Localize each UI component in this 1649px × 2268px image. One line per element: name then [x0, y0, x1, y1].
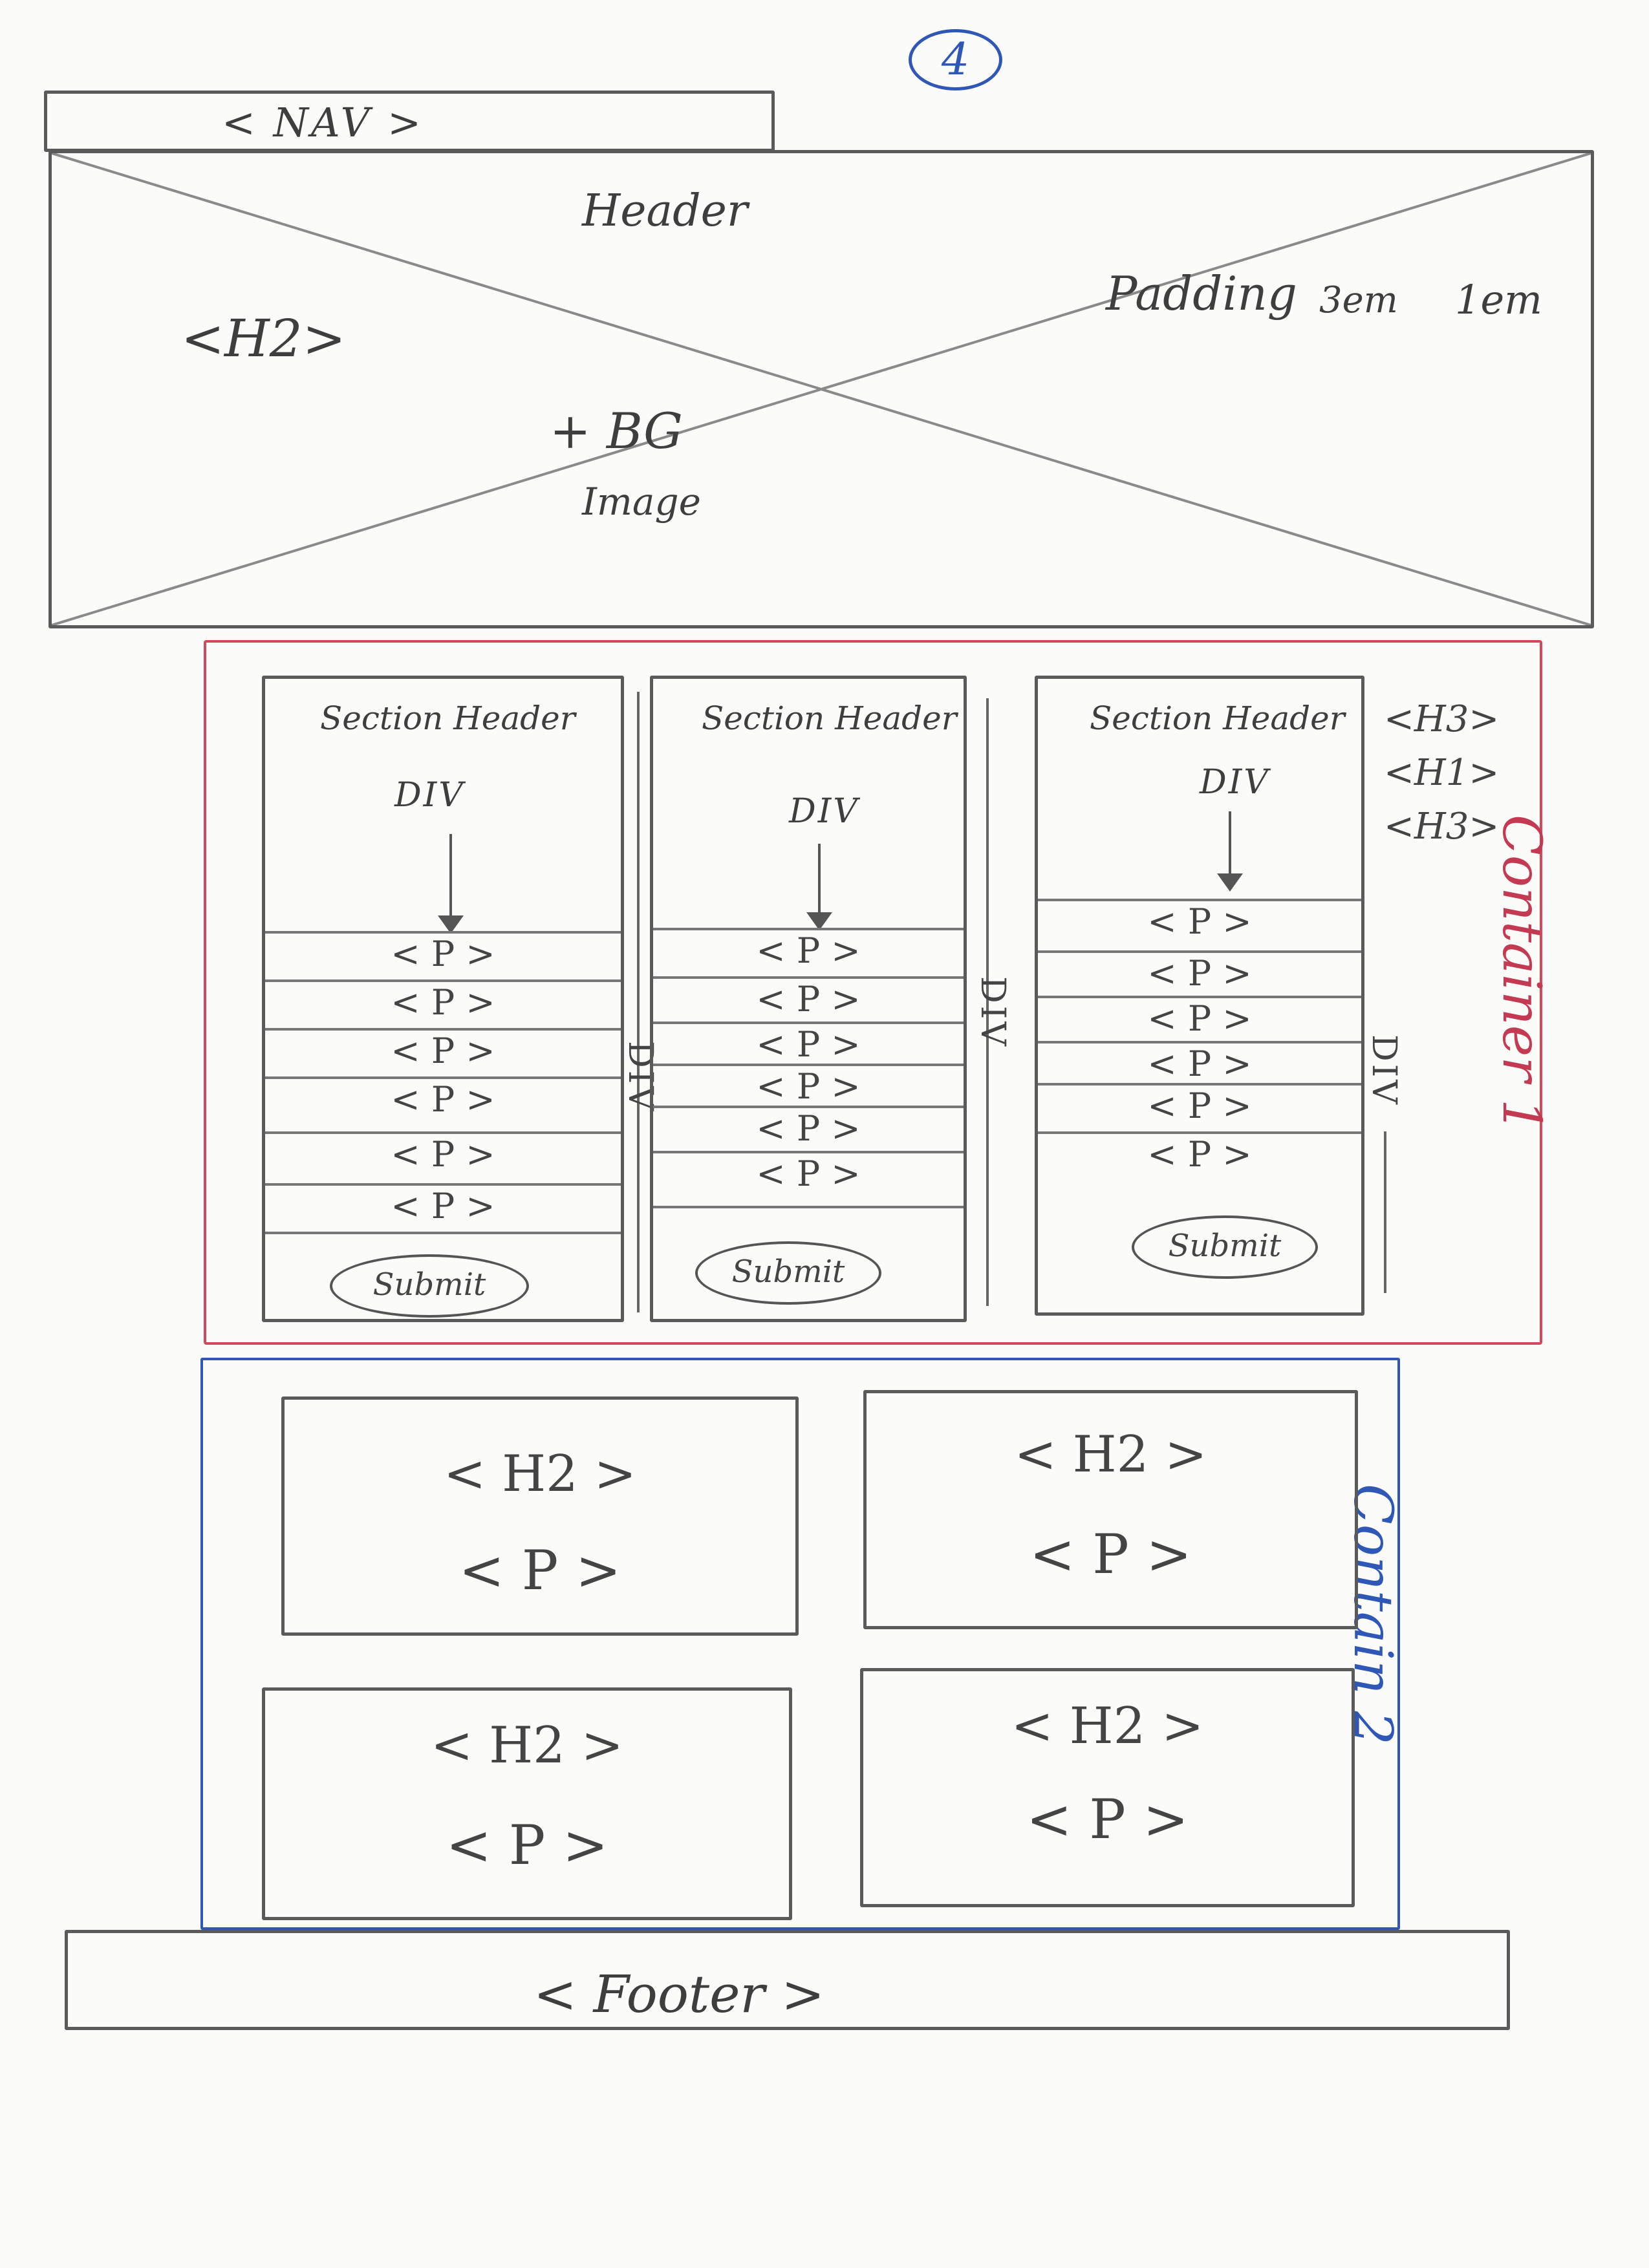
- paragraph-row: < P >: [265, 1076, 621, 1120]
- div-label: DIV: [394, 776, 465, 815]
- content-card: < H2 > < P >: [860, 1668, 1355, 1907]
- padding-label: Padding: [1106, 266, 1297, 321]
- heading-tag-list: <H3> <H1> <H3>: [1384, 698, 1499, 859]
- paragraph-row: [265, 1232, 621, 1234]
- paragraph-row: [653, 1206, 964, 1208]
- section-column-3: Section Header DIV < P > < P > < P > < P…: [1035, 676, 1364, 1316]
- card-p-tag: < P >: [446, 1813, 609, 1877]
- paragraph-tag: < P >: [1147, 901, 1252, 942]
- card-h2-tag: < H2 >: [444, 1445, 636, 1503]
- padding-value-2: 1em: [1455, 276, 1542, 323]
- paragraph-tag: < P >: [1147, 1086, 1252, 1126]
- padding-value-1: 3em: [1319, 279, 1398, 321]
- section-header-label: Section Header: [1090, 700, 1345, 737]
- paragraph-row: < P >: [1038, 1131, 1361, 1175]
- header-h2-tag: <H2>: [181, 308, 346, 369]
- submit-button[interactable]: Submit: [695, 1241, 881, 1305]
- div-extent-line: [1384, 1131, 1386, 1293]
- submit-button[interactable]: Submit: [1132, 1215, 1318, 1279]
- paragraph-row: < P >: [653, 1064, 964, 1107]
- card-h2-tag: < H2 >: [1011, 1697, 1204, 1755]
- card-p-tag: < P >: [458, 1539, 621, 1602]
- image-placeholder-cross: [52, 153, 1591, 625]
- paragraph-row: < P >: [653, 1106, 964, 1149]
- paragraph-tag: < P >: [391, 934, 495, 974]
- paragraph-row: < P >: [1038, 950, 1361, 994]
- paragraph-tag: < P >: [391, 1186, 495, 1226]
- footer-label: < Footer >: [534, 1964, 825, 2024]
- down-arrow-icon: [1217, 811, 1243, 892]
- content-card: < H2 > < P >: [262, 1687, 792, 1920]
- div-side-label: DIV: [1364, 1034, 1403, 1107]
- paragraph-row: < P >: [265, 1183, 621, 1226]
- paragraph-row: < P >: [265, 1028, 621, 1071]
- heading-tag: <H3>: [1384, 698, 1500, 740]
- image-label: Image: [582, 480, 701, 524]
- paragraph-row: < P >: [1038, 899, 1361, 942]
- paragraph-row: < P >: [653, 928, 964, 971]
- paragraph-row: < P >: [265, 1131, 621, 1175]
- paragraph-tag: < P >: [1147, 953, 1252, 994]
- paragraph-row: < P >: [265, 931, 621, 974]
- paragraph-tag: < P >: [1147, 1134, 1252, 1175]
- header-box: Header <H2> Padding 3em 1em + BG Image: [48, 150, 1594, 628]
- paragraph-row: < P >: [265, 979, 621, 1023]
- nav-label: < NAV >: [222, 99, 424, 146]
- header-title: Header: [582, 186, 748, 237]
- container-1-label: Container 1: [1491, 815, 1552, 1133]
- content-card: < H2 > < P >: [281, 1396, 799, 1636]
- paragraph-row: < P >: [1038, 1083, 1361, 1126]
- card-h2-tag: < H2 >: [1014, 1426, 1207, 1484]
- paragraph-tag: < P >: [1147, 998, 1252, 1039]
- paragraph-row: < P >: [1038, 996, 1361, 1039]
- paragraph-tag: < P >: [391, 1079, 495, 1120]
- div-extent-line: [986, 698, 989, 1306]
- paragraph-tag: < P >: [391, 982, 495, 1023]
- div-label: DIV: [789, 792, 859, 831]
- paragraph-tag: < P >: [756, 1108, 861, 1149]
- section-column-1: Section Header DIV < P > < P > < P > < P…: [262, 676, 624, 1322]
- paragraph-tag: < P >: [756, 1066, 861, 1107]
- paragraph-tag: < P >: [756, 1153, 861, 1194]
- content-card: < H2 > < P >: [863, 1390, 1358, 1629]
- section-column-2: Section Header DIV < P > < P > < P > < P…: [650, 676, 967, 1322]
- heading-tag: <H3>: [1384, 806, 1500, 848]
- page-number-circle: 4: [909, 29, 1002, 91]
- paragraph-row: < P >: [653, 976, 964, 1020]
- paragraph-row: < P >: [653, 1151, 964, 1194]
- card-h2-tag: < H2 >: [431, 1717, 623, 1775]
- paragraph-tag: < P >: [391, 1134, 495, 1175]
- div-label: DIV: [1200, 763, 1270, 802]
- div-side-label: DIV: [973, 976, 1012, 1049]
- down-arrow-icon: [438, 834, 464, 934]
- paragraph-tag: < P >: [391, 1031, 495, 1071]
- bg-label: + BG: [550, 402, 683, 460]
- down-arrow-icon: [806, 844, 832, 930]
- card-p-tag: < P >: [1026, 1788, 1189, 1851]
- paragraph-tag: < P >: [756, 930, 861, 971]
- paragraph-tag: < P >: [1147, 1043, 1252, 1084]
- card-p-tag: < P >: [1029, 1523, 1192, 1586]
- section-header-label: Section Header: [320, 700, 576, 737]
- heading-tag: <H1>: [1384, 752, 1500, 794]
- paragraph-tag: < P >: [756, 1024, 861, 1065]
- nav-box: < NAV >: [44, 91, 775, 152]
- container-2: [200, 1358, 1400, 1930]
- section-header-label: Section Header: [702, 700, 957, 737]
- footer-box: < Footer >: [65, 1930, 1510, 2030]
- div-extent-line: [637, 692, 640, 1312]
- paragraph-row: < P >: [1038, 1041, 1361, 1084]
- container-1: [204, 640, 1542, 1345]
- paragraph-row: < P >: [653, 1022, 964, 1065]
- paragraph-tag: < P >: [756, 979, 861, 1020]
- submit-button[interactable]: Submit: [330, 1254, 529, 1318]
